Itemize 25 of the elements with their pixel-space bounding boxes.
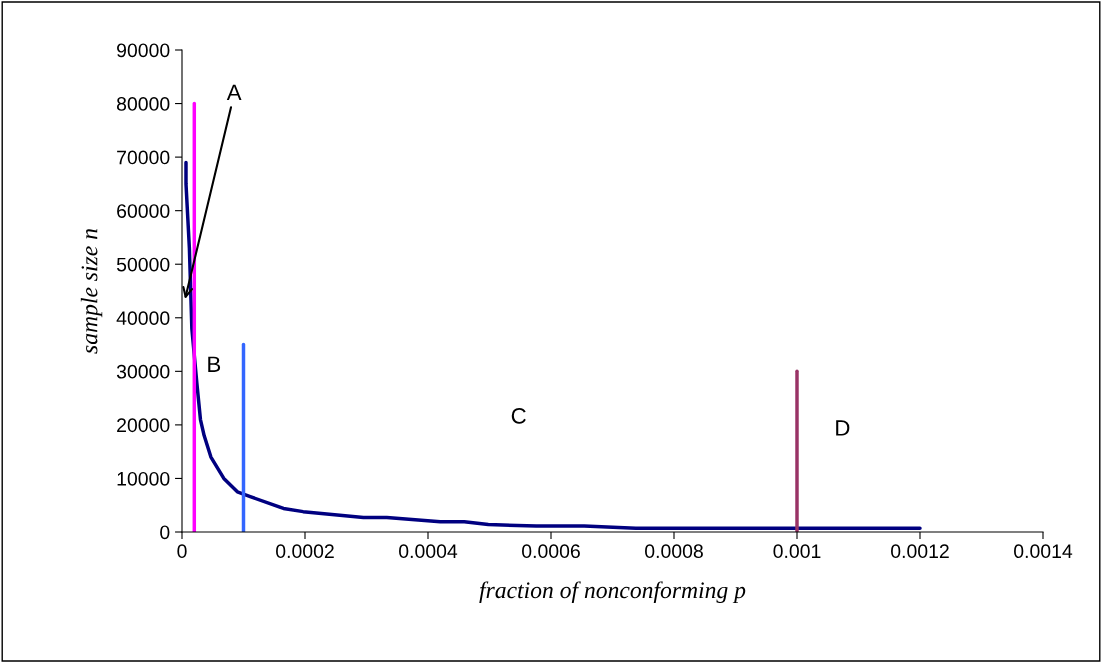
y-tick-label: 30000 bbox=[116, 364, 170, 379]
annotation: D bbox=[836, 420, 850, 436]
y-tick-label: 80000 bbox=[116, 97, 170, 111]
x-tick-label: 0.0002 bbox=[276, 544, 334, 559]
y-tick-label: 20000 bbox=[117, 418, 170, 433]
y-tick-label: 70000 bbox=[117, 150, 170, 165]
y-tick-label: 40000 bbox=[116, 311, 170, 326]
y-tick-label: 60000 bbox=[117, 204, 170, 218]
x-tick-label: 0.0014 bbox=[1014, 544, 1073, 559]
y-tick-label: 90000 bbox=[117, 43, 170, 58]
annotation: A bbox=[226, 84, 242, 100]
x-tick-label: 0.0008 bbox=[645, 544, 703, 559]
line-series bbox=[184, 160, 922, 530]
y-tick-label: 50000 bbox=[116, 257, 170, 272]
y-axis-title: sample size n bbox=[80, 229, 103, 354]
x-tick-label: 0 bbox=[177, 544, 187, 559]
annotation: B bbox=[208, 356, 221, 372]
y-tick-label: 0 bbox=[160, 525, 170, 540]
x-tick-label: 0.0012 bbox=[891, 544, 949, 559]
x-tick-label: 0.0004 bbox=[399, 544, 458, 559]
y-tick-label: 10000 bbox=[117, 471, 170, 486]
x-tick-label: 0.001 bbox=[773, 544, 821, 559]
x-tick-label: 0.0006 bbox=[522, 544, 580, 559]
annotation: C bbox=[511, 408, 526, 424]
x-axis-title: fraction of nonconforming p bbox=[479, 581, 746, 604]
